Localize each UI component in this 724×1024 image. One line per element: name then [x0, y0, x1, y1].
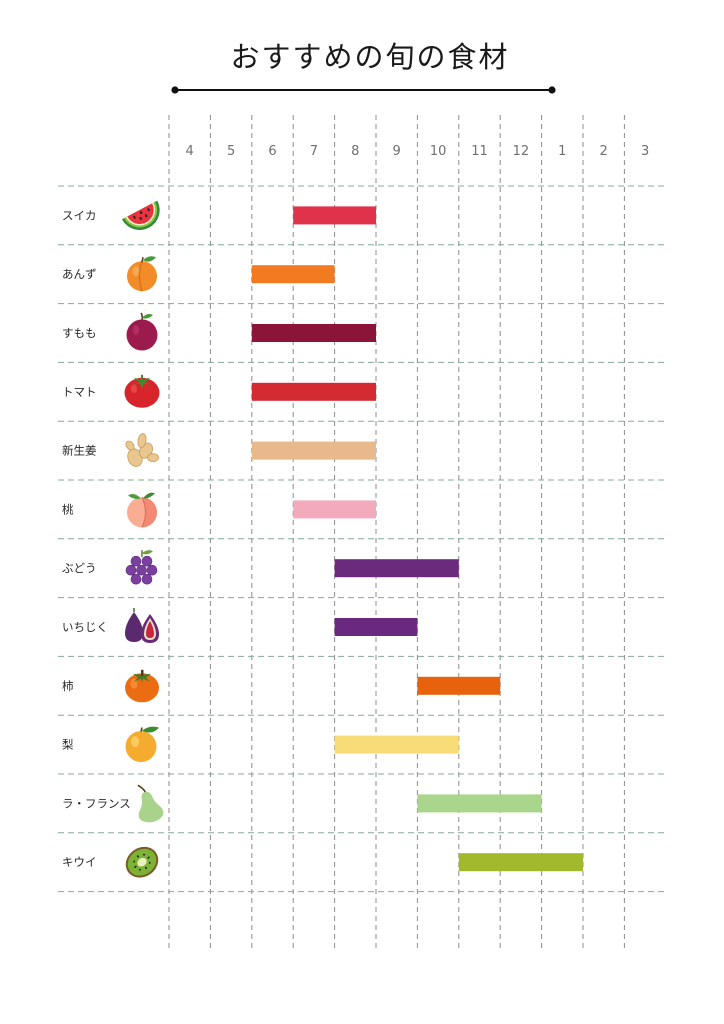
- month-label: 11: [471, 144, 488, 159]
- food-label: スイカ: [62, 208, 97, 222]
- month-label: 9: [393, 144, 401, 159]
- apricot-icon: [127, 256, 157, 292]
- season-bar: [334, 735, 459, 754]
- food-row: 新生姜: [62, 433, 376, 467]
- underline-dot: [171, 86, 179, 94]
- food-label: いちじく: [62, 620, 108, 634]
- peach-icon: [127, 492, 157, 528]
- food-label: キウイ: [62, 855, 97, 869]
- watermelon-icon: [121, 200, 160, 230]
- la-france-pear-icon: [137, 784, 164, 823]
- food-label: 桃: [62, 502, 74, 516]
- month-label: 6: [268, 144, 276, 159]
- persimmon-icon: [125, 669, 159, 703]
- food-row: トマト: [62, 374, 376, 408]
- nashi-pear-icon: [125, 726, 159, 763]
- food-label: すもも: [62, 326, 97, 340]
- food-row: 桃: [62, 492, 376, 528]
- season-bar: [251, 324, 376, 342]
- month-label: 12: [513, 144, 530, 159]
- month-header: 4 5 6 7 8 9 10 11 12 1 2 3: [186, 144, 650, 159]
- season-bar: [334, 618, 418, 636]
- grid: [58, 115, 666, 950]
- tomato-icon: [124, 374, 160, 408]
- food-label: ラ・フランス: [62, 796, 131, 810]
- food-label: あんず: [62, 267, 97, 281]
- month-label: 8: [351, 144, 359, 159]
- food-row: すもも: [62, 312, 376, 351]
- food-row: スイカ: [62, 200, 376, 230]
- food-label: ぶどう: [62, 561, 97, 575]
- season-bar: [417, 794, 542, 813]
- title-underline: [171, 86, 556, 94]
- month-label: 1: [558, 144, 566, 159]
- food-label: トマト: [62, 385, 97, 399]
- season-bar: [251, 441, 376, 460]
- season-bar: [251, 382, 376, 401]
- ginger-icon: [125, 433, 159, 467]
- season-bar: [293, 500, 376, 519]
- plum-icon: [126, 312, 158, 351]
- month-label: 4: [186, 144, 194, 159]
- season-bar: [334, 559, 459, 578]
- month-label: 5: [227, 144, 235, 159]
- underline-dot: [548, 86, 556, 94]
- month-label: 2: [600, 144, 608, 159]
- food-label: 新生姜: [62, 444, 97, 458]
- food-row: ラ・フランス: [62, 784, 542, 823]
- fig-icon: [125, 608, 159, 643]
- food-label: 柿: [62, 679, 74, 693]
- month-label: 3: [641, 144, 649, 159]
- month-label: 7: [310, 144, 318, 159]
- season-bar: [458, 853, 583, 872]
- season-bar: [251, 265, 335, 284]
- food-row: 梨: [62, 726, 459, 763]
- food-label: 梨: [62, 738, 74, 752]
- month-label: 10: [430, 144, 447, 159]
- season-bar: [293, 206, 376, 225]
- kiwi-icon: [125, 846, 159, 878]
- grapes-icon: [125, 550, 158, 585]
- chart-title: おすすめの旬の食材: [230, 40, 510, 74]
- food-row: キウイ: [62, 846, 583, 878]
- food-row: いちじく: [62, 608, 418, 643]
- food-row: ぶどう: [62, 550, 459, 585]
- season-bar: [417, 676, 501, 695]
- food-row: あんず: [62, 256, 335, 292]
- food-row: 柿: [62, 669, 501, 703]
